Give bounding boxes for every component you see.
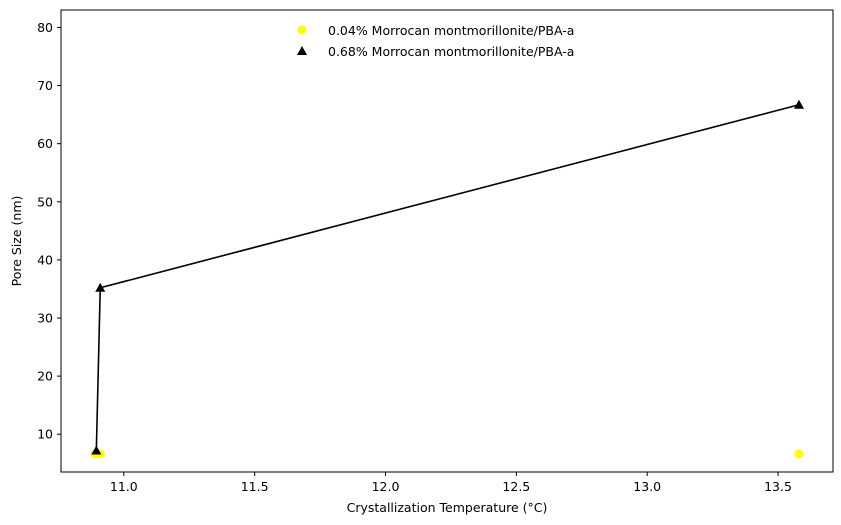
y-tick-label: 10 <box>37 427 53 442</box>
plot-background <box>61 10 833 472</box>
legend-label: 0.68% Morrocan montmorillonite/PBA-a <box>328 44 574 59</box>
y-tick-label: 70 <box>37 78 53 93</box>
x-tick-label: 12.0 <box>372 479 400 494</box>
y-tick-label: 40 <box>37 252 53 267</box>
legend-label: 0.04% Morrocan montmorillonite/PBA-a <box>328 23 574 38</box>
y-axis: 10 20 30 40 50 60 70 80 <box>37 20 61 442</box>
series-layer <box>90 99 804 459</box>
data-point <box>91 445 102 455</box>
legend-marker <box>297 25 307 35</box>
y-tick-label: 30 <box>37 311 53 326</box>
y-tick-label: 20 <box>37 369 53 384</box>
y-axis-title: Pore Size (nm) <box>9 196 24 287</box>
series-2 <box>91 99 804 455</box>
legend-marker <box>297 46 307 55</box>
data-point <box>794 449 804 459</box>
plot-frame <box>60 9 834 473</box>
y-tick-label: 80 <box>37 20 53 35</box>
x-tick-label: 11.0 <box>110 479 138 494</box>
x-axis-title: Crystallization Temperature (°C) <box>347 500 548 515</box>
y-tick-label: 50 <box>37 194 53 209</box>
x-axis: 11.0 11.5 12.0 12.5 13.0 13.5 <box>110 472 792 494</box>
x-tick-label: 12.5 <box>502 479 530 494</box>
y-tick-label: 60 <box>37 136 53 151</box>
data-point <box>95 282 106 292</box>
x-tick-label: 13.0 <box>633 479 661 494</box>
legend: 0.04% Morrocan montmorillonite/PBA-a 0.68… <box>297 23 574 59</box>
data-point <box>793 99 804 109</box>
x-tick-label: 11.5 <box>241 479 269 494</box>
x-tick-label: 13.5 <box>764 479 792 494</box>
